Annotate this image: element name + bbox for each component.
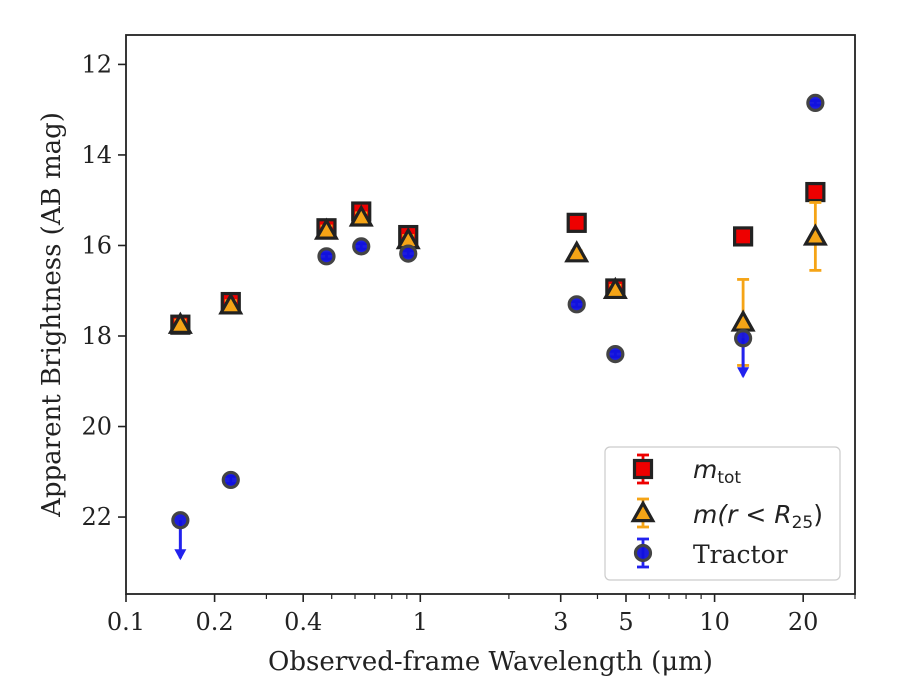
legend-label-tractor: Tractor [693,540,788,569]
x-tick-label: 0.4 [284,608,322,636]
data-point-circle [399,244,418,263]
upper-limit-arrowhead [737,367,750,379]
x-tick-label: 3 [553,608,568,636]
x-tick-label: 20 [788,608,819,636]
x-tick-label: 0.2 [196,608,234,636]
y-axis-label: Apparent Brightness (AB mag) [37,112,67,518]
x-axis-label: Observed-frame Wavelength (μm) [268,647,713,677]
plot-area [167,93,828,561]
data-point-circle [352,237,371,256]
data-point-triangle [313,217,339,240]
x-tick-label: 1 [413,608,428,636]
data-point-circle [567,295,586,314]
data-point-triangle [167,311,193,334]
legend-box [604,446,841,581]
y-tick-label: 12 [81,50,112,78]
data-point-circle [606,345,625,364]
legend-markers [630,453,656,569]
y-axis: 12 14 16 18 20 22 [81,50,126,531]
x-axis: 0.1 0.2 0.4 1 3 5 10 20 [107,594,856,636]
x-tick-label: 10 [699,608,730,636]
series-circle [171,93,825,561]
y-tick-label: 20 [81,413,112,441]
y-tick-label: 16 [81,231,112,259]
data-point-square [733,226,754,247]
legend-label-mr25: m(r < R25) [693,500,823,533]
upper-limit-arrowhead [174,549,187,561]
data-point-triangle [602,276,628,300]
legend: mtot m(r < R25) Tractor [604,446,841,581]
y-tick-label: 18 [81,322,112,350]
data-point-square [566,212,587,233]
data-point-triangle [564,240,590,263]
x-tick-label: 5 [618,608,633,636]
data-point-circle [171,511,190,530]
y-tick-label: 22 [81,503,112,531]
legend-marker-circle [633,543,653,563]
data-point-triangle [218,292,244,315]
legend-marker-triangle [630,499,656,523]
plot-frame [125,34,856,595]
data-point-circle [734,329,753,348]
legend-marker-square [632,458,654,480]
data-point-triangle [802,223,828,246]
data-point-circle [806,93,825,112]
legend-label-mtot: mtot [693,455,741,488]
data-point-circle [317,247,336,266]
y-tick-label: 14 [81,141,112,169]
data-point-triangle [348,204,374,227]
data-point-square [805,181,826,203]
data-point-circle [221,470,240,490]
x-tick-label: 0.1 [107,608,145,636]
